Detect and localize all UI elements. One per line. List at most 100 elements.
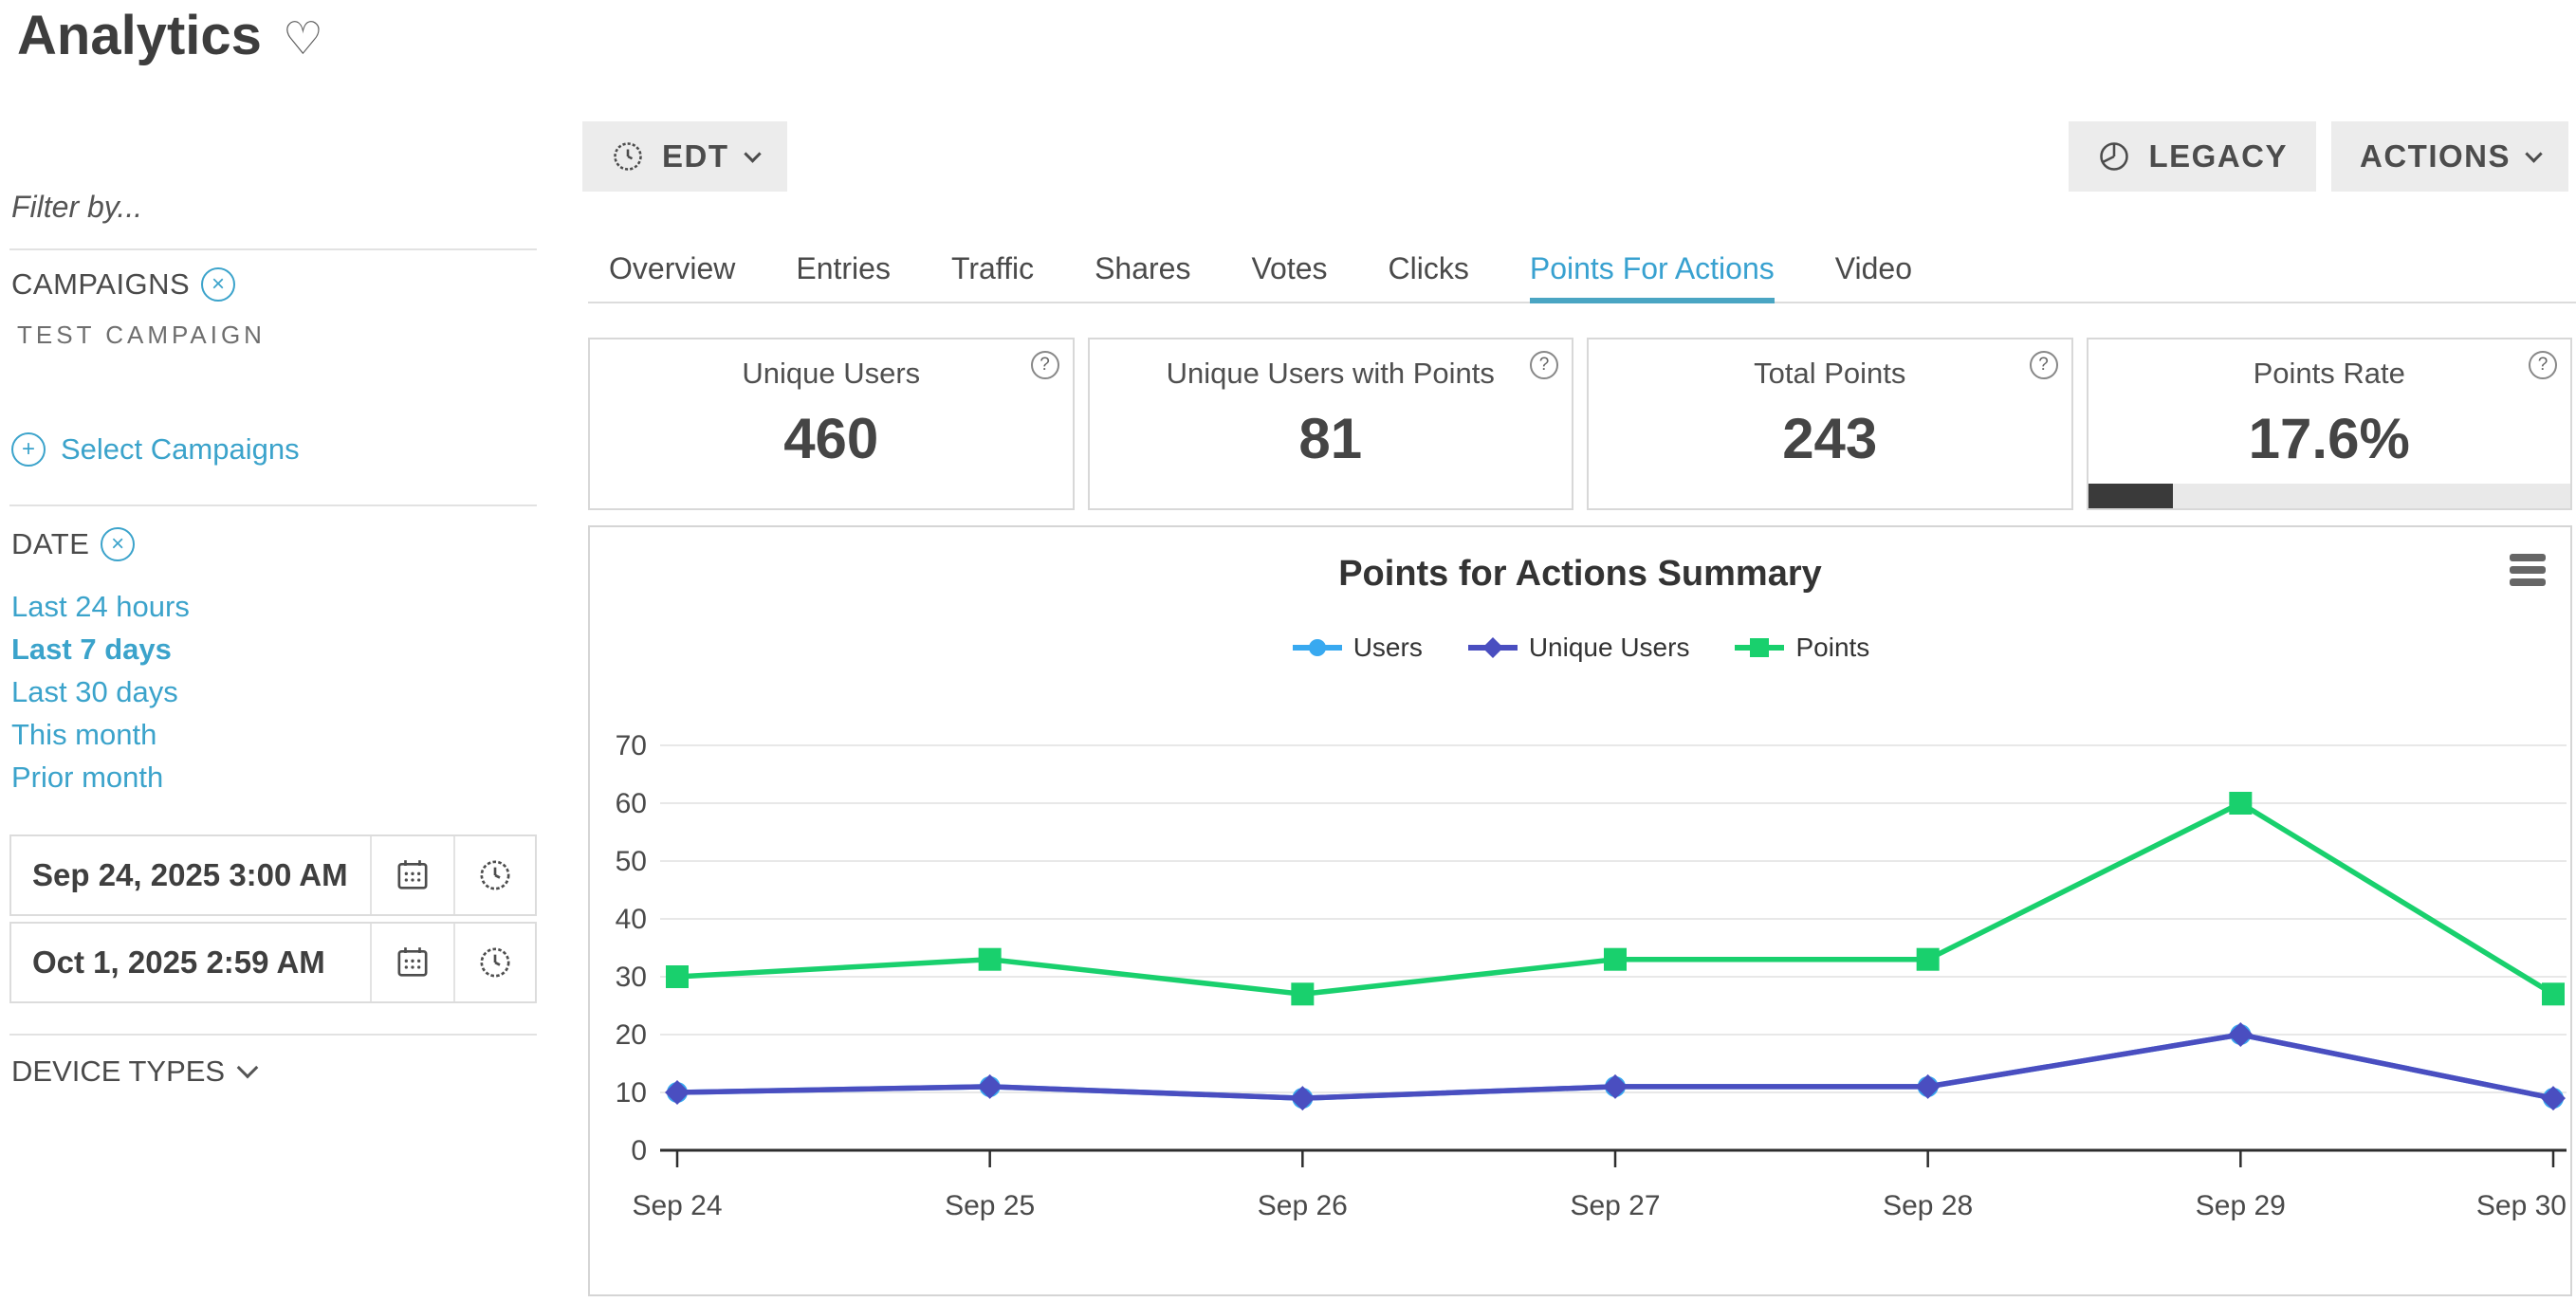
- y-tick-label: 40: [616, 904, 647, 935]
- date-quick-links: Last 24 hours Last 7 days Last 30 days This…: [11, 590, 190, 795]
- chevron-down-icon: [2525, 145, 2543, 163]
- select-campaigns-link[interactable]: + Select Campaigns: [11, 432, 300, 467]
- clear-campaigns-icon[interactable]: ×: [201, 267, 236, 302]
- timezone-dropdown[interactable]: EDT: [582, 121, 787, 192]
- chevron-down-icon: [743, 145, 762, 163]
- data-point-unique-users[interactable]: [1290, 1086, 1316, 1111]
- y-tick-label: 70: [616, 730, 647, 761]
- legacy-button[interactable]: LEGACY: [2069, 121, 2316, 192]
- data-point-points[interactable]: [666, 965, 689, 988]
- stat-card-title: Unique Users: [742, 357, 921, 390]
- date-range-start: Sep 24, 2025 3:00 AM: [9, 834, 537, 916]
- clock-icon: [480, 860, 510, 890]
- favorite-heart-icon[interactable]: ♡: [282, 13, 323, 64]
- campaigns-section-header: CAMPAIGNS ×: [11, 267, 236, 302]
- chart-menu-icon[interactable]: [2510, 554, 2546, 591]
- start-calendar-button[interactable]: [372, 836, 453, 914]
- end-calendar-button[interactable]: [372, 924, 453, 1001]
- quick-link-last-7-days[interactable]: Last 7 days: [11, 633, 172, 666]
- help-icon[interactable]: ?: [2529, 351, 2557, 379]
- device-types-toggle[interactable]: DEVICE TYPES: [11, 1054, 259, 1089]
- end-date-field[interactable]: Oct 1, 2025 2:59 AM: [11, 924, 372, 1001]
- tab-points-for-actions[interactable]: Points For Actions: [1529, 251, 1775, 303]
- legend-label: Users: [1352, 633, 1423, 662]
- filter-by-label: Filter by...: [11, 190, 143, 224]
- stat-card-value: 17.6%: [2248, 407, 2410, 470]
- x-tick-label: Sep 27: [1570, 1190, 1660, 1221]
- quick-link-this-month[interactable]: This month: [11, 718, 157, 751]
- stat-card-points-rate: Points Rate? 17.6%: [2086, 338, 2572, 510]
- data-point-points[interactable]: [1604, 947, 1627, 971]
- actions-label: ACTIONS: [2360, 138, 2511, 174]
- actions-dropdown[interactable]: ACTIONS: [2331, 121, 2568, 192]
- tab-votes[interactable]: Votes: [1251, 251, 1328, 285]
- page-title: Analytics ♡: [17, 4, 323, 67]
- y-tick-label: 20: [616, 1019, 647, 1051]
- help-icon[interactable]: ?: [1530, 351, 1558, 379]
- clear-date-icon[interactable]: ×: [101, 527, 136, 561]
- tab-video[interactable]: Video: [1834, 251, 1913, 285]
- stat-cards-row: Unique Users? 460 Unique Users with Points…: [588, 338, 2572, 510]
- device-types-label: DEVICE TYPES: [11, 1054, 226, 1088]
- tab-overview[interactable]: Overview: [609, 251, 736, 285]
- start-time-button[interactable]: [453, 836, 535, 914]
- start-date-field[interactable]: Sep 24, 2025 3:00 AM: [11, 836, 372, 914]
- data-point-points[interactable]: [1916, 947, 1940, 971]
- tab-shares[interactable]: Shares: [1095, 251, 1191, 285]
- data-point-points[interactable]: [978, 947, 1002, 971]
- data-point-unique-users[interactable]: [977, 1073, 1003, 1099]
- x-tick-label: Sep 26: [1258, 1190, 1348, 1221]
- legend-item-points[interactable]: Points: [1733, 633, 1869, 663]
- end-time-button[interactable]: [453, 924, 535, 1001]
- quick-link-prior-month[interactable]: Prior month: [11, 761, 164, 794]
- data-point-unique-users[interactable]: [2541, 1086, 2566, 1111]
- calendar-icon: [397, 947, 428, 977]
- stat-card-title: Total Points: [1754, 357, 1906, 390]
- clock-icon: [480, 947, 510, 978]
- data-point-points[interactable]: [2229, 792, 2253, 815]
- timezone-label: EDT: [662, 138, 729, 174]
- data-point-unique-users[interactable]: [665, 1080, 690, 1105]
- date-range-end: Oct 1, 2025 2:59 AM: [9, 922, 537, 1003]
- x-tick-label: Sep 29: [2196, 1190, 2286, 1221]
- date-label: DATE: [11, 527, 90, 560]
- campaigns-label: CAMPAIGNS: [11, 267, 191, 301]
- divider: [9, 248, 537, 250]
- selected-campaign: TEST CAMPAIGN: [17, 321, 266, 349]
- tab-clicks[interactable]: Clicks: [1388, 251, 1469, 285]
- legacy-label: LEGACY: [2148, 138, 2288, 174]
- data-point-unique-users[interactable]: [1603, 1073, 1628, 1099]
- data-point-unique-users[interactable]: [1915, 1073, 1941, 1099]
- legend-marker-circle: [1292, 639, 1342, 656]
- y-tick-label: 50: [616, 846, 647, 877]
- legend-item-unique-users[interactable]: Unique Users: [1466, 633, 1690, 663]
- help-icon[interactable]: ?: [1030, 351, 1059, 379]
- pie-chart-icon: [2100, 142, 2129, 171]
- tab-entries[interactable]: Entries: [796, 251, 891, 285]
- legend-item-users[interactable]: Users: [1291, 633, 1423, 663]
- data-point-points[interactable]: [2542, 982, 2565, 1006]
- calendar-icon: [397, 860, 428, 889]
- help-icon[interactable]: ?: [2029, 351, 2058, 379]
- legend-marker-diamond: [1467, 637, 1518, 658]
- legend-label: Unique Users: [1528, 633, 1690, 662]
- filter-sidebar: Filter by... CAMPAIGNS × TEST CAMPAIGN +…: [9, 0, 537, 1302]
- tab-traffic[interactable]: Traffic: [950, 251, 1035, 285]
- data-point-points[interactable]: [1291, 982, 1315, 1006]
- stat-card-value: 243: [1782, 407, 1878, 470]
- chart-legend: Users Unique Users Points: [590, 633, 2570, 663]
- stat-card-value: 460: [783, 407, 879, 470]
- x-tick-label: Sep 25: [945, 1190, 1035, 1221]
- divider: [9, 1034, 537, 1036]
- stat-card-title: Unique Users with Points: [1166, 357, 1495, 390]
- clock-icon: [614, 142, 642, 171]
- points-rate-progress-fill: [2088, 484, 2173, 508]
- plus-circle-icon: +: [11, 432, 46, 467]
- data-point-unique-users[interactable]: [2228, 1022, 2254, 1047]
- stat-card-unique-users-with-points: Unique Users with Points? 81: [1087, 338, 1573, 510]
- date-section-header: DATE ×: [11, 527, 136, 561]
- quick-link-last-24-hours[interactable]: Last 24 hours: [11, 590, 190, 623]
- x-tick-label: Sep 24: [632, 1190, 722, 1221]
- quick-link-last-30-days[interactable]: Last 30 days: [11, 675, 178, 708]
